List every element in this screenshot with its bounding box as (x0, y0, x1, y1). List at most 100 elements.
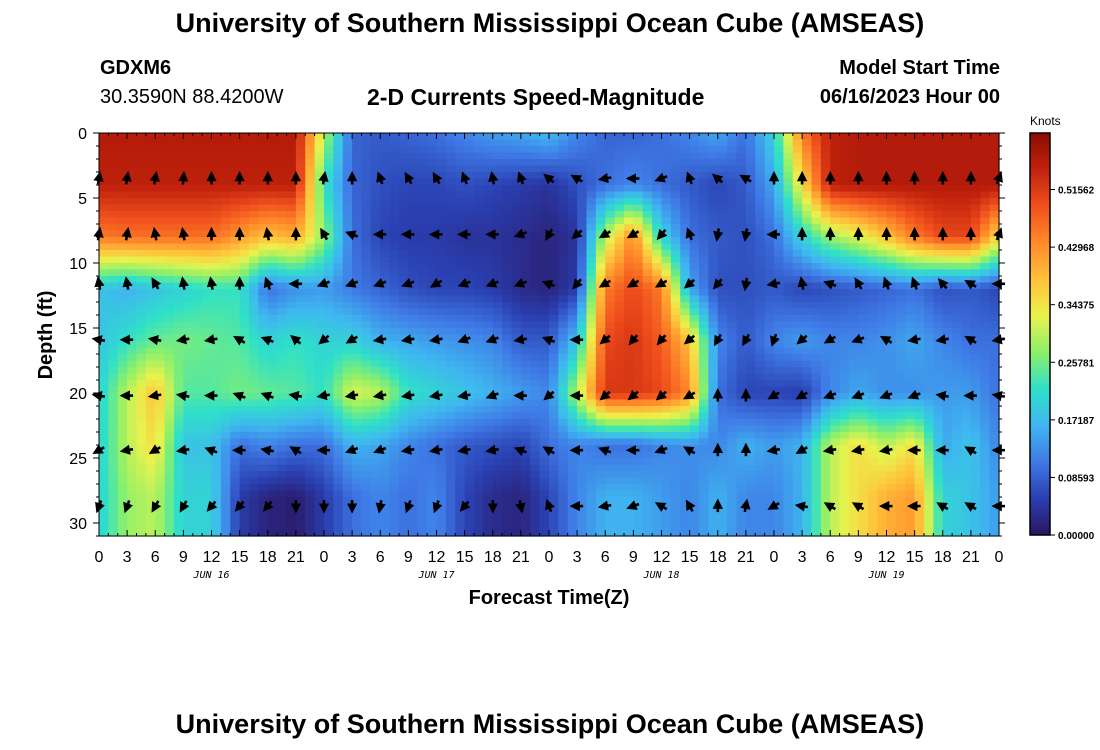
heat-cell (220, 172, 231, 180)
heat-cell (155, 308, 166, 316)
heat-cell (267, 263, 278, 271)
heat-cell (530, 198, 541, 206)
heat-cell (764, 139, 775, 147)
heat-cell (539, 471, 550, 479)
heat-cell (220, 386, 231, 394)
heat-cell (820, 256, 831, 264)
heat-cell (474, 425, 484, 433)
heat-cell (249, 269, 259, 277)
heat-cell (708, 204, 719, 212)
heat-cell (605, 516, 616, 524)
heat-cell (642, 464, 653, 472)
heat-cell (202, 152, 213, 160)
heat-cell (595, 321, 606, 329)
heat-cell (220, 432, 231, 440)
heat-cell (483, 341, 494, 349)
heat-cell (699, 477, 709, 485)
heat-cell (474, 217, 484, 225)
heat-cell (530, 295, 541, 303)
heat-cell (502, 477, 513, 485)
heat-cell (305, 139, 316, 147)
heat-cell (549, 139, 559, 147)
heat-cell (642, 328, 653, 336)
heat-cell (399, 172, 409, 180)
heat-cell (220, 373, 231, 381)
heat-cell (305, 243, 316, 251)
heat-cell (305, 308, 316, 316)
heat-cell (464, 185, 475, 193)
heat-cell (830, 360, 841, 368)
heat-cell (164, 198, 175, 206)
heat-cell (492, 341, 503, 349)
heat-cell (174, 373, 184, 381)
heat-cell (286, 315, 297, 323)
heat-cell (661, 191, 672, 199)
heat-cell (783, 191, 794, 199)
heat-cell (436, 529, 447, 537)
heat-cell (174, 191, 184, 199)
heat-cell (192, 282, 203, 290)
heat-cell (680, 146, 691, 154)
heat-cell (642, 445, 653, 453)
heat-cell (783, 302, 794, 310)
heat-cell (155, 523, 166, 531)
heat-cell (811, 367, 822, 375)
heat-cell (445, 191, 456, 199)
heat-cell (183, 276, 194, 284)
heat-cell (399, 497, 409, 505)
heat-cell (661, 347, 672, 355)
heat-cell (99, 477, 109, 485)
heat-cell (295, 133, 306, 141)
heat-cell (511, 458, 522, 466)
heat-cell (202, 243, 213, 251)
heat-cell (108, 198, 119, 206)
heat-cell (286, 204, 297, 212)
heat-cell (708, 211, 719, 219)
heat-cell (474, 386, 484, 394)
heat-cell (136, 471, 147, 479)
heat-cell (436, 419, 447, 427)
heat-cell (605, 250, 616, 258)
heat-cell (277, 269, 288, 277)
model-start-time: 06/16/2023 Hour 00 (819, 86, 1000, 108)
heat-cell (605, 529, 616, 537)
heat-cell (314, 406, 325, 414)
heat-cell (277, 165, 288, 173)
heat-cell (792, 224, 803, 232)
heat-cell (174, 250, 184, 258)
heat-cell (305, 373, 316, 381)
heat-cell (530, 302, 541, 310)
heat-cell (108, 321, 119, 329)
heat-cell (774, 152, 784, 160)
heat-cell (849, 263, 859, 271)
heat-cell (192, 269, 203, 277)
heat-cell (230, 529, 241, 537)
heat-cell (605, 243, 616, 251)
heat-cell (624, 516, 634, 524)
heat-cell (192, 373, 203, 381)
heat-cell (192, 360, 203, 368)
heat-cell (839, 191, 850, 199)
heat-cell (483, 211, 494, 219)
heat-cell (652, 133, 663, 141)
heat-cell (324, 237, 334, 245)
heat-cell (436, 432, 447, 440)
heat-cell (483, 295, 494, 303)
heat-cell (174, 341, 184, 349)
heat-cell (492, 516, 503, 524)
heat-cell (830, 464, 841, 472)
heat-cell (370, 269, 381, 277)
heat-cell (136, 269, 147, 277)
heat-cell (642, 269, 653, 277)
heat-cell (408, 425, 419, 433)
heat-cell (230, 399, 241, 407)
heat-cell (211, 263, 222, 271)
heat-cell (305, 185, 316, 193)
heat-cell (474, 211, 484, 219)
heat-cell (136, 263, 147, 271)
heat-cell (108, 146, 119, 154)
heat-cell (277, 484, 288, 492)
heat-cell (145, 217, 156, 225)
heat-cell (445, 341, 456, 349)
heat-cell (361, 321, 372, 329)
